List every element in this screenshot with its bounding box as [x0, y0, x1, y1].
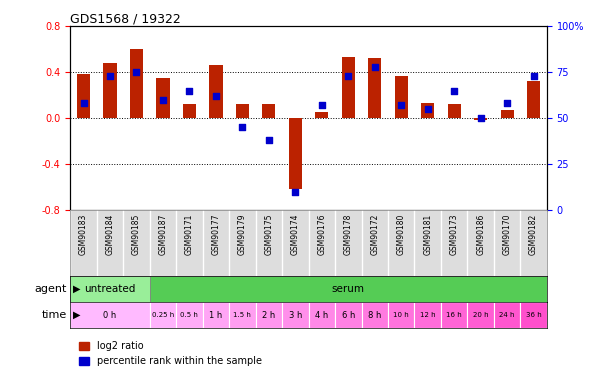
Point — [343, 73, 353, 79]
Bar — [282, 302, 309, 328]
Point — [131, 69, 141, 75]
Bar — [494, 302, 521, 328]
Point — [502, 100, 512, 106]
Bar — [388, 302, 414, 328]
Legend: log2 ratio, percentile rank within the sample: log2 ratio, percentile rank within the s… — [75, 338, 265, 370]
Text: 10 h: 10 h — [393, 312, 409, 318]
Bar — [467, 302, 494, 328]
Bar — [421, 103, 434, 118]
Text: 36 h: 36 h — [525, 312, 541, 318]
Bar — [209, 65, 222, 118]
Point — [370, 64, 379, 70]
Text: 4 h: 4 h — [315, 310, 329, 320]
Text: 0.25 h: 0.25 h — [152, 312, 174, 318]
Point — [79, 100, 89, 106]
Text: GSM90178: GSM90178 — [344, 213, 353, 255]
Text: GSM90179: GSM90179 — [238, 213, 247, 255]
Bar — [176, 302, 203, 328]
Bar — [315, 112, 329, 118]
Text: GSM90170: GSM90170 — [503, 213, 511, 255]
Point — [317, 102, 327, 108]
Bar — [103, 63, 117, 118]
Point — [185, 88, 194, 94]
Point — [105, 73, 115, 79]
Text: 12 h: 12 h — [420, 312, 436, 318]
Point — [476, 115, 486, 121]
Bar — [150, 276, 547, 302]
Point — [158, 97, 168, 103]
Bar — [500, 110, 514, 118]
Text: 8 h: 8 h — [368, 310, 381, 320]
Bar — [236, 104, 249, 118]
Text: serum: serum — [332, 284, 365, 294]
Bar — [156, 78, 170, 118]
Point — [264, 137, 274, 143]
Bar — [335, 302, 362, 328]
Text: agent: agent — [35, 284, 67, 294]
Text: GSM90183: GSM90183 — [79, 213, 88, 255]
Text: 1.5 h: 1.5 h — [233, 312, 251, 318]
Bar — [255, 302, 282, 328]
Text: 20 h: 20 h — [473, 312, 488, 318]
Text: GSM90180: GSM90180 — [397, 213, 406, 255]
Text: ▶: ▶ — [73, 284, 81, 294]
Point — [397, 102, 406, 108]
Point — [211, 93, 221, 99]
Bar — [70, 302, 150, 328]
Bar — [150, 302, 176, 328]
Bar — [262, 104, 276, 118]
Text: 2 h: 2 h — [262, 310, 276, 320]
Text: 6 h: 6 h — [342, 310, 355, 320]
Text: GSM90175: GSM90175 — [265, 213, 273, 255]
Text: GSM90186: GSM90186 — [476, 213, 485, 255]
Text: 0 h: 0 h — [103, 310, 117, 320]
Bar — [441, 302, 467, 328]
Bar — [130, 49, 143, 118]
Text: GSM90181: GSM90181 — [423, 213, 432, 255]
Bar — [362, 302, 388, 328]
Text: 0.5 h: 0.5 h — [180, 312, 199, 318]
Bar — [527, 81, 540, 118]
Text: GSM90174: GSM90174 — [291, 213, 300, 255]
Text: GSM90171: GSM90171 — [185, 213, 194, 255]
Text: GSM90177: GSM90177 — [211, 213, 221, 255]
Text: 24 h: 24 h — [499, 312, 515, 318]
Bar — [368, 58, 381, 118]
Text: GSM90184: GSM90184 — [106, 213, 114, 255]
Text: GSM90187: GSM90187 — [158, 213, 167, 255]
Bar — [183, 104, 196, 118]
Bar — [395, 76, 408, 118]
Bar — [342, 57, 355, 118]
Text: GSM90173: GSM90173 — [450, 213, 459, 255]
Text: GSM90185: GSM90185 — [132, 213, 141, 255]
Text: GSM90172: GSM90172 — [370, 213, 379, 255]
Bar — [447, 104, 461, 118]
Text: GSM90182: GSM90182 — [529, 213, 538, 255]
Text: 1 h: 1 h — [209, 310, 222, 320]
Bar — [414, 302, 441, 328]
Bar — [203, 302, 229, 328]
Bar — [289, 118, 302, 189]
Point — [449, 88, 459, 94]
Bar — [521, 302, 547, 328]
Text: untreated: untreated — [84, 284, 136, 294]
Text: 16 h: 16 h — [446, 312, 462, 318]
Point — [238, 124, 247, 130]
Bar — [229, 302, 255, 328]
Text: GSM90176: GSM90176 — [317, 213, 326, 255]
Bar — [70, 276, 150, 302]
Text: GDS1568 / 19322: GDS1568 / 19322 — [70, 12, 181, 25]
Bar — [309, 302, 335, 328]
Text: time: time — [42, 310, 67, 320]
Bar — [474, 118, 488, 120]
Text: 3 h: 3 h — [288, 310, 302, 320]
Point — [290, 189, 300, 195]
Point — [423, 106, 433, 112]
Bar — [77, 75, 90, 118]
Point — [529, 73, 538, 79]
Text: ▶: ▶ — [73, 310, 81, 320]
